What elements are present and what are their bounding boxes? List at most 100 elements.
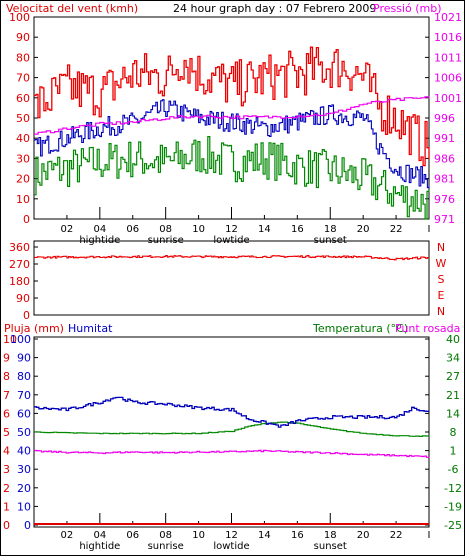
- wind-chart-event-label: sunset: [314, 235, 347, 246]
- rain-tick-label: 8: [3, 370, 10, 383]
- temperature-tick-label: 8: [450, 426, 457, 439]
- wind-speed-tick-label: 30: [16, 152, 30, 165]
- humidity-tick-label: 100: [10, 333, 31, 346]
- rain-tick-label: 0: [3, 519, 10, 532]
- temperature-series: [34, 421, 430, 437]
- wind-speed-tick-label: 40: [16, 132, 30, 145]
- wind-direction-tick-label: 180: [9, 275, 30, 288]
- wind-chart-x-tick-label: 12: [225, 224, 238, 235]
- humidity-chart-x-tick-label: 18: [324, 530, 337, 541]
- temperature-tick-label: -6: [448, 463, 459, 476]
- wind-chart-x-tick-label: 04: [93, 224, 106, 235]
- wind-speed-tick-label: 10: [16, 193, 30, 206]
- pressure-tick-label: 991: [434, 132, 455, 145]
- wind-speed-tick-label: 60: [16, 92, 30, 105]
- rain-tick-label: 2: [3, 482, 10, 495]
- humidity-chart-x-tick-label: 16: [291, 530, 304, 541]
- compass-label: N: [437, 241, 445, 254]
- humidity-tick-label: 40: [17, 445, 31, 458]
- humidity-chart-x-tick-label: 14: [258, 530, 271, 541]
- humidity-chart-x-tick-label: 20: [357, 530, 370, 541]
- wind-speed-series: [34, 46, 430, 167]
- wind-direction-series: [34, 255, 429, 261]
- humidity-tick-label: 50: [17, 426, 31, 439]
- wind-mid-series: [34, 99, 430, 189]
- wind-chart-x-tick-label: 10: [192, 224, 205, 235]
- pressure-tick-label: 976: [434, 193, 455, 206]
- humidity-chart-event-label: sunrise: [148, 541, 184, 552]
- pressure-tick-label: 971: [434, 213, 455, 226]
- wind-chart-x-tick-label: 06: [126, 224, 139, 235]
- wind-speed-tick-label: 20: [16, 173, 30, 186]
- humidity-chart-x-tick-label: I: [428, 530, 431, 541]
- humidity-tick-label: 60: [17, 407, 31, 420]
- pressure-tick-label: 986: [434, 152, 455, 165]
- temperature-tick-label: -12: [444, 482, 462, 495]
- wind-direction-tick-label: 90: [16, 292, 30, 305]
- pressure-tick-label: 1001: [434, 92, 462, 105]
- humidity-chart-x-tick-label: 02: [61, 530, 74, 541]
- rain-tick-label: 1: [3, 500, 10, 513]
- wind-speed-tick-label: 90: [16, 31, 30, 44]
- wind-pressure-chart: 1009080706050403020100102110161011100610…: [9, 11, 462, 246]
- humidity-chart-x-tick-label: 10: [192, 530, 205, 541]
- wind-speed-tick-label: 70: [16, 72, 30, 85]
- wind-chart-x-tick-label: 08: [159, 224, 172, 235]
- humidity-tick-label: 80: [17, 370, 31, 383]
- rain-tick-label: 10: [3, 333, 17, 346]
- temperature-tick-label: 40: [446, 333, 460, 346]
- humidity-chart-x-tick-label: 04: [93, 530, 106, 541]
- humidity-chart-x-tick-label: 12: [225, 530, 238, 541]
- wind-speed-tick-label: 80: [16, 51, 30, 64]
- temperature-tick-label: 27: [446, 370, 460, 383]
- humidity-tick-label: 90: [17, 352, 31, 365]
- wind-chart-x-tick-label: 20: [357, 224, 370, 235]
- humidity-chart-event-label: hightide: [79, 541, 120, 552]
- wind-chart-x-tick-label: 14: [258, 224, 271, 235]
- humidity-tick-label: 10: [17, 500, 31, 513]
- wind-speed-tick-label: 100: [9, 11, 30, 24]
- wind-direction-tick-label: 0: [23, 309, 30, 322]
- temperature-title: Temperatura (°C): [312, 322, 408, 335]
- temperature-tick-label: 14: [446, 407, 460, 420]
- pressure-tick-label: 1006: [434, 72, 462, 85]
- rain-tick-label: 6: [3, 407, 10, 420]
- rain-tick-label: 3: [3, 463, 10, 476]
- humidity-tick-label: 30: [17, 463, 31, 476]
- wind-chart-event-label: hightide: [79, 235, 120, 246]
- rain-tick-label: 9: [3, 352, 10, 365]
- wind-speed-title: Velocitat del vent (kmh): [6, 2, 138, 15]
- humidity-chart-event-label: lowtide: [213, 541, 249, 552]
- dewpoint-title: Punt rosada: [395, 322, 460, 335]
- wind-chart-x-tick-label: 18: [324, 224, 337, 235]
- compass-label: E: [438, 289, 445, 302]
- temperature-tick-label: -19: [444, 500, 462, 513]
- pressure-title: Pressió (mb): [373, 2, 442, 15]
- rain-tick-label: 4: [3, 445, 10, 458]
- rain-tick-label: 7: [3, 389, 10, 402]
- pressure-series: [34, 96, 430, 135]
- pressure-tick-label: 1016: [434, 31, 462, 44]
- wind-chart-x-tick-label: 16: [291, 224, 304, 235]
- humidity-chart-x-tick-label: 22: [390, 530, 403, 541]
- humidity-tick-label: 0: [24, 519, 31, 532]
- rain-tick-label: 5: [3, 426, 10, 439]
- temperature-tick-label: 34: [446, 352, 460, 365]
- pressure-tick-label: 981: [434, 173, 455, 186]
- wind-direction-tick-label: 360: [9, 241, 30, 254]
- wind-chart-x-tick-label: I: [428, 224, 431, 235]
- humidity-chart-x-tick-label: 06: [126, 530, 139, 541]
- wind-direction-plot-frame: [33, 240, 430, 316]
- wind-chart-event-label: sunrise: [148, 235, 184, 246]
- wind-speed-tick-label: 0: [23, 213, 30, 226]
- wind-chart-x-tick-label: 22: [390, 224, 403, 235]
- humidity-chart-event-label: sunset: [314, 541, 347, 552]
- pressure-tick-label: 1021: [434, 11, 462, 24]
- pressure-tick-label: 1011: [434, 51, 462, 64]
- humidity-chart-x-tick-label: 08: [159, 530, 172, 541]
- compass-label: S: [438, 273, 445, 286]
